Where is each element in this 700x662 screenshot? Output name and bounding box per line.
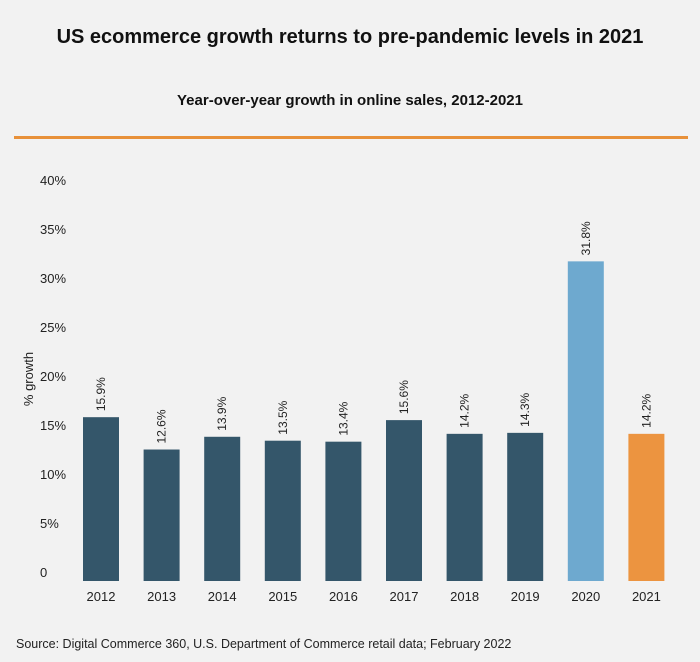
bar-2019: [507, 432, 544, 581]
y-tick-label: 35%: [40, 222, 66, 237]
data-label-2018: 14.2%: [458, 393, 472, 427]
x-tick-label: 2020: [571, 589, 600, 604]
data-label-2013: 12.6%: [155, 409, 169, 443]
y-tick-label: 25%: [40, 320, 66, 335]
x-tick-label: 2018: [450, 589, 479, 604]
source-note: Source: Digital Commerce 360, U.S. Depar…: [16, 637, 512, 651]
data-labels: 15.9% 12.6% 13.9% 13.5% 13.4% 15.6% 14.2% 14.3%…: [94, 221, 653, 444]
x-axis-tick-labels: 2012 2013 2014 2015 2016 2017 2018 2019 2020 2021: [87, 589, 661, 604]
data-label-2015: 13.5%: [276, 400, 290, 434]
y-tick-label: 30%: [40, 271, 66, 286]
chart-subtitle: Year-over-year growth in online sales, 2…: [177, 92, 523, 109]
data-label-2021: 14.2%: [639, 393, 653, 427]
title-divider: [14, 136, 688, 139]
data-label-2014: 13.9%: [215, 396, 229, 430]
bar-2013: [143, 449, 180, 581]
y-tick-label: 10%: [40, 467, 66, 482]
x-tick-label: 2014: [208, 589, 237, 604]
bar-2012: [83, 417, 119, 581]
y-tick-label: 40%: [40, 173, 66, 188]
y-axis-label: % growth: [21, 352, 36, 406]
x-tick-label: 2016: [329, 589, 358, 604]
bar-2020: [567, 261, 604, 581]
bar-2018: [446, 433, 483, 581]
bars: [83, 261, 665, 581]
y-axis-tick-labels: 0 5% 10% 15% 20% 25% 30% 35% 40%: [40, 173, 66, 580]
bar-2017: [386, 420, 422, 581]
data-label-2012: 15.9%: [94, 377, 108, 411]
data-label-2017: 15.6%: [397, 380, 411, 414]
data-label-2019: 14.3%: [518, 393, 532, 427]
y-tick-label: 15%: [40, 418, 66, 433]
bar-2014: [204, 436, 241, 581]
y-tick-label: 20%: [40, 369, 66, 384]
bar-2021: [628, 433, 665, 581]
x-tick-label: 2019: [511, 589, 540, 604]
data-label-2016: 13.4%: [336, 401, 350, 435]
y-tick-label: 0: [40, 565, 47, 580]
chart-title: US ecommerce growth returns to pre-pande…: [56, 26, 644, 48]
x-tick-label: 2021: [632, 589, 661, 604]
bar-2015: [264, 440, 301, 581]
bar-2016: [325, 441, 362, 581]
bar-chart: 05%10%15%20%25%30%35%40% % growth 15.9%1…: [21, 173, 665, 604]
x-tick-label: 2017: [390, 589, 419, 604]
x-tick-label: 2015: [268, 589, 297, 604]
x-tick-label: 2012: [87, 589, 116, 604]
x-tick-label: 2013: [147, 589, 176, 604]
y-tick-label: 5%: [40, 516, 59, 531]
data-label-2020: 31.8%: [579, 221, 593, 255]
